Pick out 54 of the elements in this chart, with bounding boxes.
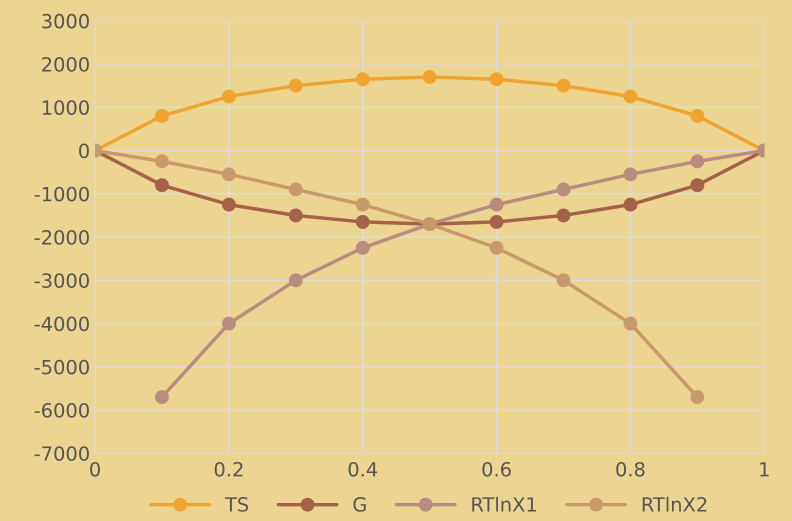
point (155, 178, 169, 192)
point (690, 109, 704, 123)
x-tick-label: 0 (90, 462, 100, 477)
y-tick-label: 1000 (42, 100, 89, 115)
y-tick-label: 2000 (42, 57, 89, 72)
point (288, 78, 303, 93)
point (288, 208, 303, 222)
point (623, 167, 638, 182)
point (356, 240, 370, 255)
y-tick-label: -2000 (34, 230, 89, 245)
point (623, 90, 638, 104)
x-tick-label: 1 (760, 462, 769, 476)
point (356, 72, 370, 86)
y-tick-label: -3000 (34, 273, 89, 288)
legend-label: G (353, 497, 366, 512)
point (690, 178, 704, 192)
point (690, 154, 704, 168)
point (155, 390, 169, 404)
x-tick-label: 0.2 (214, 462, 242, 477)
point (222, 167, 236, 182)
point (490, 72, 504, 86)
y-tick-label: -4000 (34, 316, 89, 332)
point (356, 214, 370, 229)
y-tick-label: 3000 (42, 14, 89, 29)
legend-label: RTlnX2 (642, 496, 706, 512)
point (556, 273, 570, 288)
point (556, 182, 570, 196)
point (356, 198, 370, 212)
point (490, 214, 504, 229)
point (222, 198, 236, 212)
point (155, 109, 169, 123)
point (222, 316, 236, 330)
point (490, 240, 504, 255)
point (490, 198, 504, 212)
point (556, 78, 570, 93)
point (222, 90, 236, 104)
point (155, 154, 169, 168)
y-tick-label: -7000 (34, 446, 89, 461)
x-tick-label: 0.6 (482, 462, 511, 477)
point (690, 390, 704, 404)
point (556, 208, 570, 222)
point (623, 198, 638, 212)
point (288, 182, 303, 196)
legend-label: TS (224, 497, 248, 512)
point (288, 273, 303, 288)
x-tick-label: 0.8 (616, 462, 645, 477)
y-tick-label: -1000 (34, 186, 89, 202)
y-tick-label: -5000 (34, 360, 89, 374)
x-tick-label: 0.4 (348, 462, 378, 477)
y-tick-label: -6000 (34, 402, 89, 418)
legend-label: RTlnX1 (472, 496, 536, 512)
y-tick-label: 0 (79, 144, 89, 158)
point (623, 316, 638, 330)
point (422, 70, 437, 84)
